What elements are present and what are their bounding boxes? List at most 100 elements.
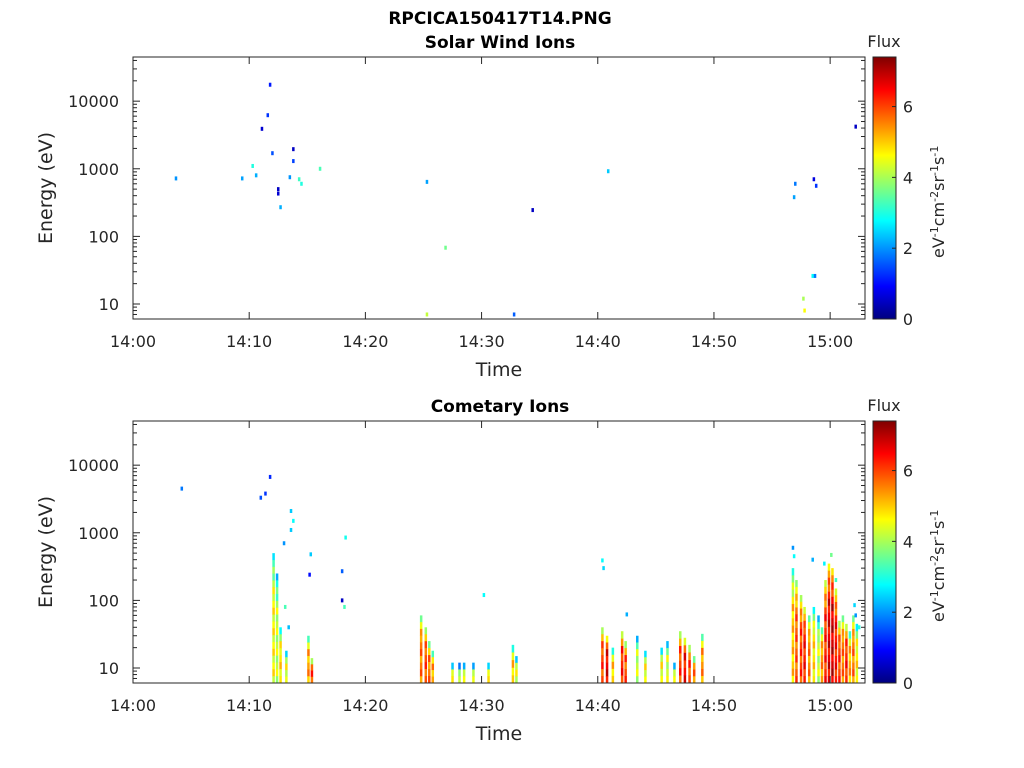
data-cell bbox=[272, 580, 275, 588]
data-cell bbox=[636, 662, 639, 670]
data-cell bbox=[275, 648, 279, 656]
data-cell bbox=[799, 662, 803, 670]
data-cell bbox=[692, 676, 696, 684]
data-cell bbox=[812, 634, 816, 642]
data-cell bbox=[275, 621, 279, 629]
data-cell bbox=[820, 662, 824, 670]
data-cell bbox=[838, 662, 841, 670]
data-cell bbox=[791, 668, 795, 677]
y-tick-label: 1000 bbox=[78, 160, 119, 179]
data-cell bbox=[807, 635, 811, 643]
data-cell bbox=[605, 662, 609, 670]
data-cell bbox=[611, 647, 615, 656]
data-cell bbox=[666, 662, 669, 670]
data-cell bbox=[834, 608, 838, 616]
data-cell bbox=[683, 652, 687, 661]
data-point bbox=[602, 566, 605, 571]
plot-frame bbox=[132, 56, 866, 320]
data-cell bbox=[683, 667, 687, 676]
data-cell bbox=[679, 638, 682, 647]
data-cell bbox=[275, 641, 279, 650]
data-point bbox=[340, 598, 344, 603]
data-cell bbox=[679, 631, 682, 639]
data-cell bbox=[795, 607, 798, 615]
colorbar-title: Flux bbox=[867, 396, 900, 415]
data-cell bbox=[824, 641, 827, 649]
data-cell bbox=[824, 655, 827, 663]
data-cell bbox=[472, 676, 475, 684]
data-cell bbox=[824, 580, 827, 588]
data-cell bbox=[272, 573, 275, 581]
data-cell bbox=[803, 641, 806, 649]
data-cell bbox=[424, 627, 428, 635]
heatmap-area bbox=[174, 82, 857, 317]
data-cell bbox=[831, 625, 834, 634]
data-cell bbox=[845, 631, 848, 639]
data-cell bbox=[620, 668, 624, 676]
data-cell bbox=[683, 645, 687, 654]
data-cell bbox=[279, 641, 282, 649]
data-cell bbox=[272, 559, 275, 568]
data-cell bbox=[827, 570, 831, 578]
y-tick-label: 10000 bbox=[68, 92, 119, 111]
data-cell bbox=[807, 649, 811, 657]
y-axis-label: Energy (eV) bbox=[35, 132, 57, 244]
data-cell bbox=[307, 642, 310, 650]
data-cell bbox=[799, 628, 803, 636]
data-cell bbox=[431, 663, 435, 671]
data-cell bbox=[601, 627, 604, 635]
data-cell bbox=[431, 676, 435, 684]
data-cell bbox=[855, 631, 859, 639]
data-cell bbox=[458, 669, 461, 677]
data-cell bbox=[831, 675, 834, 684]
data-cell bbox=[817, 622, 820, 630]
data-cell bbox=[812, 648, 816, 656]
data-cell bbox=[834, 622, 838, 630]
data-point bbox=[276, 187, 280, 192]
data-cell bbox=[848, 668, 852, 676]
colorbar-tick-label: 4 bbox=[903, 532, 913, 551]
panel-cometary-ions: Cometary Ions 14:00 14:10 14:20 14:30 14:40 1… bbox=[35, 396, 948, 745]
data-cell bbox=[852, 676, 855, 684]
data-cell bbox=[644, 663, 647, 671]
data-cell bbox=[679, 675, 682, 684]
data-cell bbox=[799, 615, 803, 623]
x-tick-label: 14:00 bbox=[110, 332, 156, 351]
data-cell bbox=[601, 676, 604, 684]
data-cell bbox=[285, 676, 288, 684]
data-point bbox=[340, 569, 344, 574]
data-cell bbox=[791, 654, 795, 662]
data-cell bbox=[275, 607, 279, 615]
data-cell bbox=[279, 662, 282, 670]
data-cell bbox=[666, 641, 669, 649]
data-cell bbox=[834, 588, 838, 596]
data-cell bbox=[487, 662, 490, 670]
colorbar-tick-label: 0 bbox=[903, 674, 913, 693]
data-cell bbox=[279, 648, 282, 656]
data-cell bbox=[824, 593, 827, 601]
data-cell bbox=[827, 647, 831, 656]
data-cell bbox=[688, 660, 691, 669]
data-cell bbox=[679, 646, 682, 654]
data-cell bbox=[824, 628, 827, 636]
data-point bbox=[309, 552, 313, 557]
data-cell bbox=[307, 662, 310, 670]
data-cell bbox=[845, 623, 848, 632]
data-cell bbox=[827, 563, 831, 571]
data-cell bbox=[666, 676, 669, 684]
data-cell bbox=[624, 648, 627, 656]
x-tick-label: 14:20 bbox=[342, 696, 388, 715]
data-cell bbox=[838, 620, 841, 628]
data-cell bbox=[799, 595, 803, 603]
data-cell bbox=[624, 669, 627, 677]
data-point bbox=[853, 603, 856, 608]
data-cell bbox=[791, 639, 795, 648]
x-tick-label: 15:00 bbox=[807, 696, 853, 715]
data-cell bbox=[824, 669, 827, 677]
data-cell bbox=[310, 676, 314, 684]
x-tick-label: 14:40 bbox=[575, 696, 621, 715]
data-cell bbox=[812, 641, 816, 649]
data-cell bbox=[795, 648, 798, 656]
data-cell bbox=[795, 676, 798, 684]
data-cell bbox=[611, 668, 615, 677]
